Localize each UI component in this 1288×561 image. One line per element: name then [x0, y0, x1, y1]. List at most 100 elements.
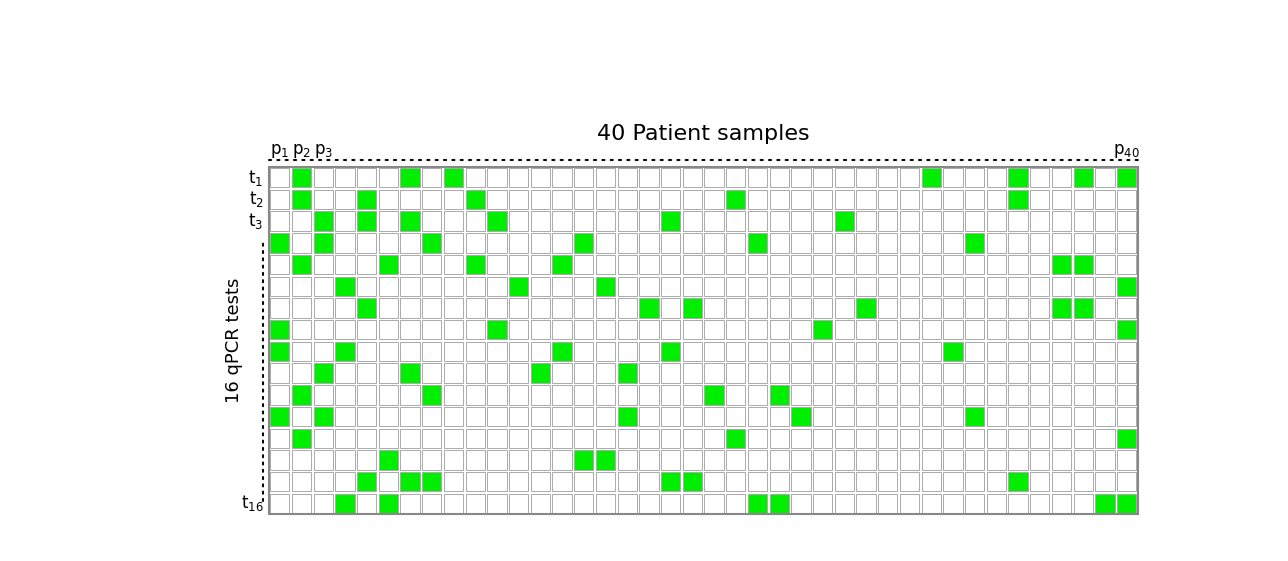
Bar	[748, 385, 768, 404]
Bar	[683, 342, 702, 361]
Bar	[313, 255, 332, 274]
Bar	[465, 277, 484, 296]
Bar	[965, 233, 984, 252]
Bar	[683, 494, 702, 513]
Bar	[401, 298, 420, 318]
Bar	[574, 429, 594, 448]
Bar	[1095, 277, 1114, 296]
Bar	[661, 190, 680, 209]
Bar	[813, 233, 832, 252]
Bar	[574, 233, 594, 252]
Bar	[574, 342, 594, 361]
Bar	[1117, 494, 1136, 513]
Bar	[422, 342, 442, 361]
Bar	[835, 277, 854, 296]
Bar	[683, 320, 702, 339]
Bar	[705, 342, 724, 361]
Bar	[401, 320, 420, 339]
Bar	[748, 472, 768, 491]
Bar	[553, 472, 572, 491]
Bar	[900, 494, 920, 513]
Bar	[357, 233, 376, 252]
Bar	[1052, 211, 1072, 231]
Bar	[617, 450, 636, 470]
Bar	[639, 407, 658, 426]
Bar	[444, 298, 464, 318]
Bar	[574, 494, 594, 513]
Bar	[444, 211, 464, 231]
Bar	[1030, 494, 1050, 513]
Bar	[705, 385, 724, 404]
Bar	[878, 407, 898, 426]
Bar	[1074, 255, 1094, 274]
Bar	[1009, 364, 1028, 383]
Bar	[900, 320, 920, 339]
Bar	[465, 211, 484, 231]
Bar	[835, 429, 854, 448]
Bar	[857, 168, 876, 187]
Bar	[1009, 298, 1028, 318]
Bar	[1009, 407, 1028, 426]
Bar	[769, 385, 790, 404]
Bar	[1074, 429, 1094, 448]
Bar	[1074, 233, 1094, 252]
Bar	[444, 342, 464, 361]
Bar	[422, 385, 442, 404]
Bar	[487, 168, 506, 187]
Bar	[270, 364, 290, 383]
Bar	[357, 450, 376, 470]
Bar	[726, 233, 746, 252]
Bar	[335, 364, 354, 383]
Bar	[943, 472, 962, 491]
Bar	[444, 364, 464, 383]
Bar	[422, 364, 442, 383]
Bar	[769, 494, 790, 513]
Bar	[922, 211, 942, 231]
Bar	[791, 190, 810, 209]
Bar	[878, 342, 898, 361]
Bar	[1030, 320, 1050, 339]
Bar	[900, 211, 920, 231]
Bar	[292, 211, 312, 231]
Bar	[531, 429, 550, 448]
Bar	[335, 450, 354, 470]
Bar	[1009, 190, 1028, 209]
Bar	[748, 298, 768, 318]
Bar	[444, 494, 464, 513]
Bar	[313, 429, 332, 448]
Bar	[965, 190, 984, 209]
Bar	[857, 233, 876, 252]
Bar	[639, 277, 658, 296]
Text: 16 qPCR tests: 16 qPCR tests	[225, 278, 243, 403]
Bar	[596, 364, 616, 383]
Bar	[357, 277, 376, 296]
Bar	[965, 277, 984, 296]
Bar	[292, 233, 312, 252]
Bar	[639, 211, 658, 231]
Bar	[401, 450, 420, 470]
Text: p$_{40}$: p$_{40}$	[1113, 141, 1140, 159]
Bar	[1074, 450, 1094, 470]
Bar	[705, 450, 724, 470]
Bar	[965, 364, 984, 383]
Bar	[487, 233, 506, 252]
Bar	[639, 472, 658, 491]
Bar	[401, 385, 420, 404]
Bar	[422, 450, 442, 470]
Bar	[705, 298, 724, 318]
Bar	[857, 342, 876, 361]
Bar	[1074, 320, 1094, 339]
Bar	[683, 277, 702, 296]
Bar	[683, 168, 702, 187]
Bar	[813, 429, 832, 448]
Bar	[553, 233, 572, 252]
Bar	[900, 342, 920, 361]
Bar	[1117, 364, 1136, 383]
Bar	[1117, 472, 1136, 491]
Bar	[401, 494, 420, 513]
Bar	[617, 407, 636, 426]
Bar	[1095, 429, 1114, 448]
Bar	[1095, 233, 1114, 252]
Bar	[922, 342, 942, 361]
Bar	[465, 255, 484, 274]
